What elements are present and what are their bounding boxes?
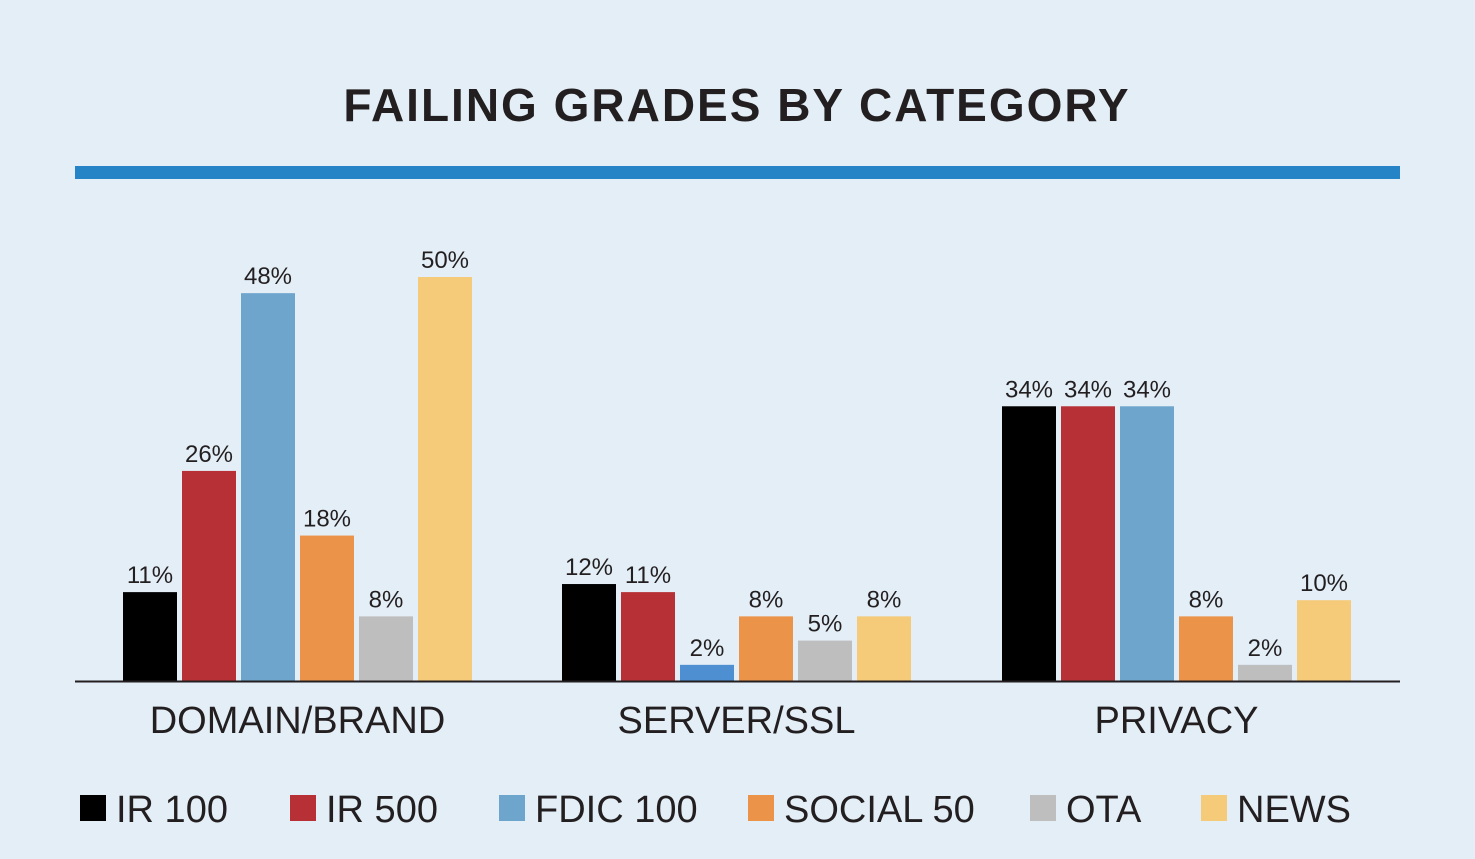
bar-domain-brand-ir-100	[123, 592, 177, 681]
legend-label: IR 100	[116, 789, 228, 831]
legend-label: FDIC 100	[535, 789, 698, 831]
bar-domain-brand-social-50	[300, 535, 354, 681]
bar-value-label: 2%	[1248, 635, 1283, 662]
bars-layer: 11% 26% 48% 18% 8% 50% 12% 11% 2% 8% 5% 8% 34% 34% 34%…	[123, 247, 1351, 681]
bar-value-label: 10%	[1300, 570, 1348, 597]
bar-value-label: 2%	[690, 635, 725, 662]
bar-value-label: 26%	[185, 441, 233, 468]
bar-value-label: 12%	[565, 554, 613, 581]
category-label: PRIVACY	[1094, 700, 1258, 742]
legend-label: OTA	[1066, 789, 1142, 831]
category-label: DOMAIN/BRAND	[150, 700, 446, 742]
bar-server-ssl-ota	[798, 640, 852, 681]
bar-server-ssl-social-50	[739, 616, 793, 681]
bar-privacy-ota	[1238, 664, 1292, 681]
bar-value-label: 34%	[1005, 376, 1053, 403]
bar-value-label: 11%	[127, 562, 173, 589]
bar-domain-brand-news	[418, 277, 472, 681]
title-accent-rule	[75, 166, 1400, 179]
legend-label: NEWS	[1237, 789, 1351, 831]
bar-value-label: 8%	[369, 586, 404, 613]
bar-value-label: 8%	[749, 586, 784, 613]
bar-domain-brand-fdic-100	[241, 293, 295, 681]
legend-label: SOCIAL 50	[784, 789, 975, 831]
legend-swatch	[290, 795, 316, 821]
bar-server-ssl-fdic-100	[680, 664, 734, 681]
chart-title: FAILING GRADES BY CATEGORY	[343, 79, 1130, 131]
legend: IR 100 IR 500 FDIC 100 SOCIAL 50 OTA NEWS	[80, 789, 1351, 831]
legend-label: IR 500	[326, 789, 438, 831]
bar-privacy-news	[1297, 600, 1351, 681]
bar-server-ssl-news	[857, 616, 911, 681]
legend-swatch	[1201, 795, 1227, 821]
bar-privacy-fdic-100	[1120, 406, 1174, 681]
bar-privacy-social-50	[1179, 616, 1233, 681]
bar-value-label: 8%	[867, 586, 902, 613]
bar-value-label: 34%	[1064, 376, 1112, 403]
bar-server-ssl-ir-100	[562, 584, 616, 681]
bar-value-label: 34%	[1123, 376, 1171, 403]
bar-domain-brand-ota	[359, 616, 413, 681]
bar-value-label: 5%	[808, 611, 843, 638]
bar-server-ssl-ir-500	[621, 592, 675, 681]
legend-swatch	[499, 795, 525, 821]
category-label: SERVER/SSL	[618, 700, 856, 742]
bar-domain-brand-ir-500	[182, 470, 236, 681]
bar-value-label: 8%	[1189, 586, 1224, 613]
bar-value-label: 11%	[625, 562, 671, 589]
legend-swatch	[80, 795, 106, 821]
bar-value-label: 48%	[244, 263, 292, 290]
category-labels: DOMAIN/BRAND SERVER/SSL PRIVACY	[150, 700, 1259, 742]
bar-privacy-ir-100	[1002, 406, 1056, 681]
legend-swatch	[1030, 795, 1056, 821]
bar-privacy-ir-500	[1061, 406, 1115, 681]
bar-value-label: 50%	[421, 247, 469, 274]
legend-swatch	[748, 795, 774, 821]
bar-value-label: 18%	[303, 506, 351, 533]
